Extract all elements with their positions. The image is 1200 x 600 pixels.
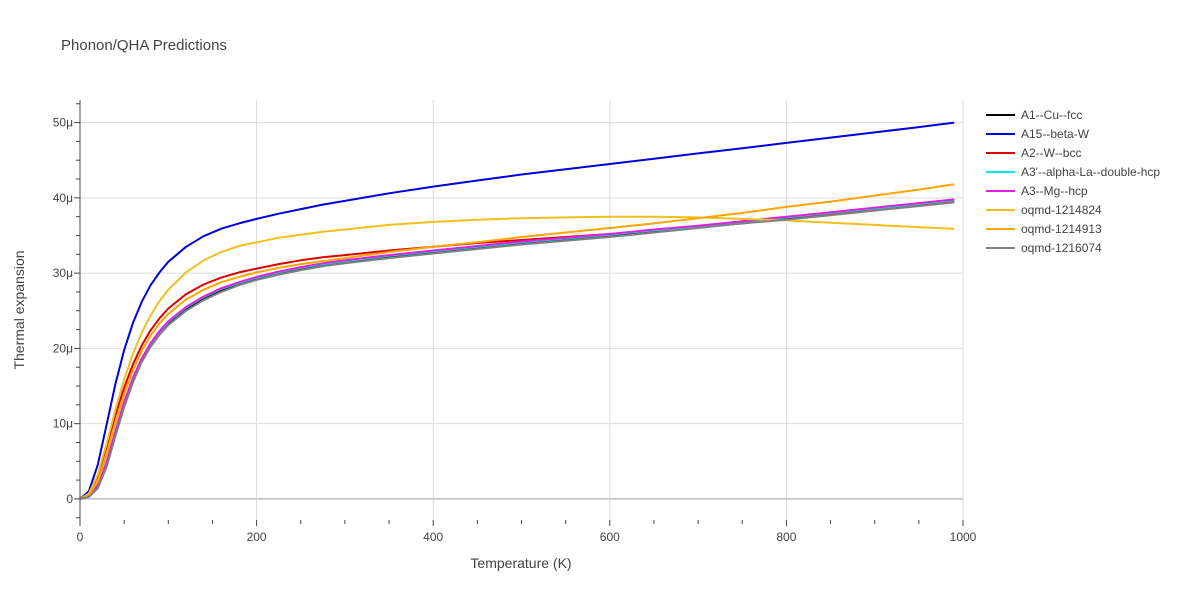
legend-item[interactable]: A2--W--bcc <box>986 146 1081 160</box>
series-line-8[interactable] <box>79 201 955 500</box>
legend-item[interactable]: oqmd-1216074 <box>986 241 1102 255</box>
legend-label: A3--Mg--hcp <box>1021 184 1088 198</box>
chart-title: Phonon/QHA Predictions <box>61 37 227 54</box>
y-tick-label: 0 <box>66 492 73 506</box>
y-tick-label: 40μ <box>53 191 73 205</box>
legend-item[interactable]: oqmd-1214824 <box>986 203 1102 217</box>
y-tick-label: 10μ <box>53 417 73 431</box>
x-axis: 0 200 400 600 800 1000 <box>77 520 977 544</box>
x-tick-label: 1000 <box>950 530 977 544</box>
x-tick-label: 0 <box>77 530 84 544</box>
grid <box>80 100 964 520</box>
x-tick-label: 200 <box>247 530 267 544</box>
y-tick-label: 30μ <box>53 266 73 280</box>
legend-item[interactable]: A3'--alpha-La--double-hcp <box>986 165 1160 179</box>
y-tick-label: 50μ <box>53 116 73 130</box>
x-tick-label: 600 <box>600 530 620 544</box>
x-tick-label: 400 <box>423 530 443 544</box>
y-axis-title: Thermal expansion <box>11 250 27 369</box>
x-tick-label: 800 <box>776 530 796 544</box>
legend[interactable]: A1--Cu--fcc A15--beta-W A2--W--bcc A3'--alp… <box>986 108 1160 255</box>
legend-label: A15--beta-W <box>1021 127 1090 141</box>
legend-label: A2--W--bcc <box>1021 146 1081 160</box>
series-line-2[interactable] <box>79 121 955 500</box>
legend-item[interactable]: A3--Mg--hcp <box>986 184 1088 198</box>
legend-label: A1--Cu--fcc <box>1021 108 1082 122</box>
legend-item[interactable]: A1--Cu--fcc <box>986 108 1082 122</box>
legend-item[interactable]: oqmd-1214913 <box>986 222 1102 236</box>
series-line-5[interactable] <box>79 198 955 500</box>
legend-item[interactable]: A15--beta-W <box>986 127 1090 141</box>
y-tick-label: 20μ <box>53 341 73 355</box>
y-axis: 0 10μ 20μ 30μ 40μ 50μ <box>53 100 81 520</box>
series-line-7[interactable] <box>79 183 955 500</box>
x-axis-title: Temperature (K) <box>470 555 571 571</box>
plot-area <box>79 100 964 520</box>
legend-label: oqmd-1214913 <box>1021 222 1102 236</box>
legend-label: oqmd-1216074 <box>1021 241 1102 255</box>
legend-label: oqmd-1214824 <box>1021 203 1102 217</box>
series-line-6[interactable] <box>79 215 955 500</box>
series-lines[interactable] <box>79 121 955 500</box>
legend-label: A3'--alpha-La--double-hcp <box>1021 165 1160 179</box>
